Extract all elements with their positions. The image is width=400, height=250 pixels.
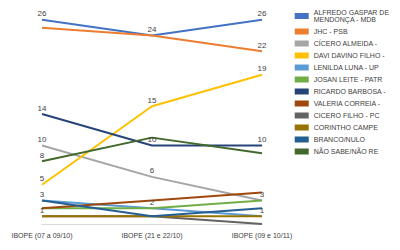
svg-text:6: 6 [150,166,155,175]
svg-text:BRANCO/NULO: BRANCO/NULO [314,136,366,143]
svg-text:VALERIA CORREIA -: VALERIA CORREIA - [314,100,381,107]
svg-text:JOSAN LEITE - PATR: JOSAN LEITE - PATR [314,76,383,83]
svg-text:JHC - PSB: JHC - PSB [314,28,348,35]
svg-text:CÍCERO ALMEIDA -: CÍCERO ALMEIDA - [314,39,378,47]
svg-text:24: 24 [148,25,157,34]
svg-text:RICARDO BARBOSA -: RICARDO BARBOSA - [314,88,387,95]
svg-text:19: 19 [258,64,267,73]
svg-text:15: 15 [148,96,157,105]
svg-text:3: 3 [260,190,265,199]
svg-text:MENDONÇA - MDB: MENDONÇA - MDB [314,16,377,24]
svg-text:1: 1 [40,206,45,215]
svg-text:26: 26 [258,9,267,18]
svg-text:CICERO FILHO - PC: CICERO FILHO - PC [314,112,380,119]
svg-text:CORINTHO CAMPE: CORINTHO CAMPE [314,124,379,131]
svg-text:NÃO SABE/NÃO RE: NÃO SABE/NÃO RE [314,147,379,155]
svg-text:1: 1 [260,206,265,215]
svg-text:IBOPE (09 e 10/11): IBOPE (09 e 10/11) [232,232,293,240]
svg-text:10: 10 [38,135,47,144]
svg-text:26: 26 [38,9,47,18]
svg-text:10: 10 [258,135,267,144]
svg-text:14: 14 [38,104,47,113]
svg-text:IBOPE (07 a 09/10): IBOPE (07 a 09/10) [11,232,72,240]
svg-text:5: 5 [40,174,45,183]
svg-text:IBOPE (21 e 22/10): IBOPE (21 e 22/10) [121,232,182,240]
svg-text:10: 10 [148,135,157,144]
svg-text:LENILDA LUNA - UP: LENILDA LUNA - UP [314,64,379,71]
svg-text:DAVI DAVINO FILHO -: DAVI DAVINO FILHO - [314,52,386,59]
svg-text:8: 8 [40,151,45,160]
svg-text:2: 2 [150,198,155,207]
svg-text:22: 22 [258,41,267,50]
svg-text:ALFREDO GASPAR DE: ALFREDO GASPAR DE [314,9,391,16]
svg-text:3: 3 [40,190,45,199]
